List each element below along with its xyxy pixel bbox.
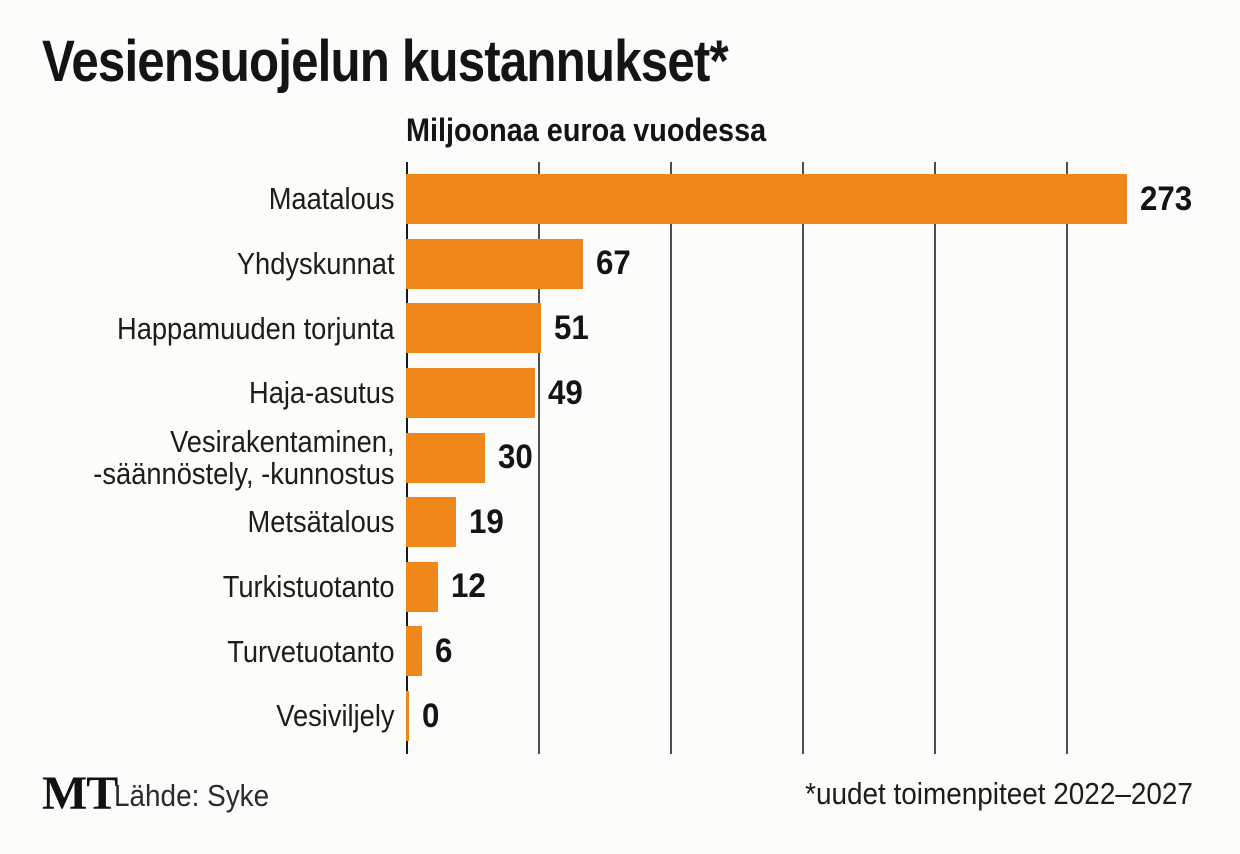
bar [406,626,422,677]
value-label: 51 [553,308,589,347]
value-label: 19 [469,502,504,541]
bar-track: 12 [406,561,1240,612]
value-label: 273 [1139,179,1192,218]
bar [406,561,438,612]
chart-row: Haja-asutus 49 [0,361,1240,426]
chart-subtitle: Miljoonaa euroa vuodessa [406,112,767,148]
chart-row: Turvetuotanto 6 [0,619,1240,684]
mt-logo: MT [42,767,118,820]
category-label: Vesirakentaminen, -säännöstely, -kunnost… [93,424,395,491]
chart-title: Vesiensuojelun kustannukset* [42,29,729,94]
value-label: 30 [498,438,533,477]
category-label: Metsätalous [247,504,395,540]
bar [406,497,457,548]
bar [406,303,541,354]
chart-row: Vesirakentaminen, -säännöstely, -kunnost… [0,425,1240,490]
bar [406,174,1127,225]
footnote: *uudet toimenpiteet 2022–2027 [805,776,1193,811]
category-label: Turkistuotanto [222,569,395,605]
bar-track: 49 [406,368,1240,419]
chart-row: Vesiviljely 0 [0,684,1240,749]
chart-row: Maatalous 273 [0,167,1240,232]
gridline [802,162,804,754]
gridline [538,162,540,754]
bar-track: 0 [406,691,1240,742]
chart-row: Turkistuotanto 12 [0,555,1240,620]
bar-chart: Maatalous 273 Yhdyskunnat 67 Happamuuden tor… [0,162,1240,748]
value-label: 67 [595,244,631,283]
bar-track: 30 [406,432,1240,483]
category-label: Turvetuotanto [227,633,395,669]
chart-row: Happamuuden torjunta 51 [0,296,1240,361]
bar-track: 6 [406,626,1240,677]
value-label: 6 [434,631,453,670]
chart-row: Metsätalous 19 [0,490,1240,555]
bar [406,238,583,289]
gridline [1066,162,1068,754]
category-label: Happamuuden torjunta [117,310,395,346]
category-label: Maatalous [268,181,395,217]
gridline [670,162,672,754]
bar-track: 19 [406,497,1240,548]
value-label: 12 [450,567,486,606]
bar [406,691,409,742]
bar-track: 273 [406,174,1240,225]
source-label: Lähde: Syke [114,778,270,813]
category-label: Yhdyskunnat [236,246,395,282]
bar-track: 67 [406,238,1240,289]
bar [406,432,486,483]
category-label: Vesiviljely [276,698,395,734]
gridline [934,162,936,754]
value-label: 0 [422,696,440,735]
chart-row: Yhdyskunnat 67 [0,232,1240,297]
category-label: Haja-asutus [248,375,395,411]
value-label: 49 [548,373,584,412]
bar [406,368,536,419]
bar-track: 51 [406,303,1240,354]
